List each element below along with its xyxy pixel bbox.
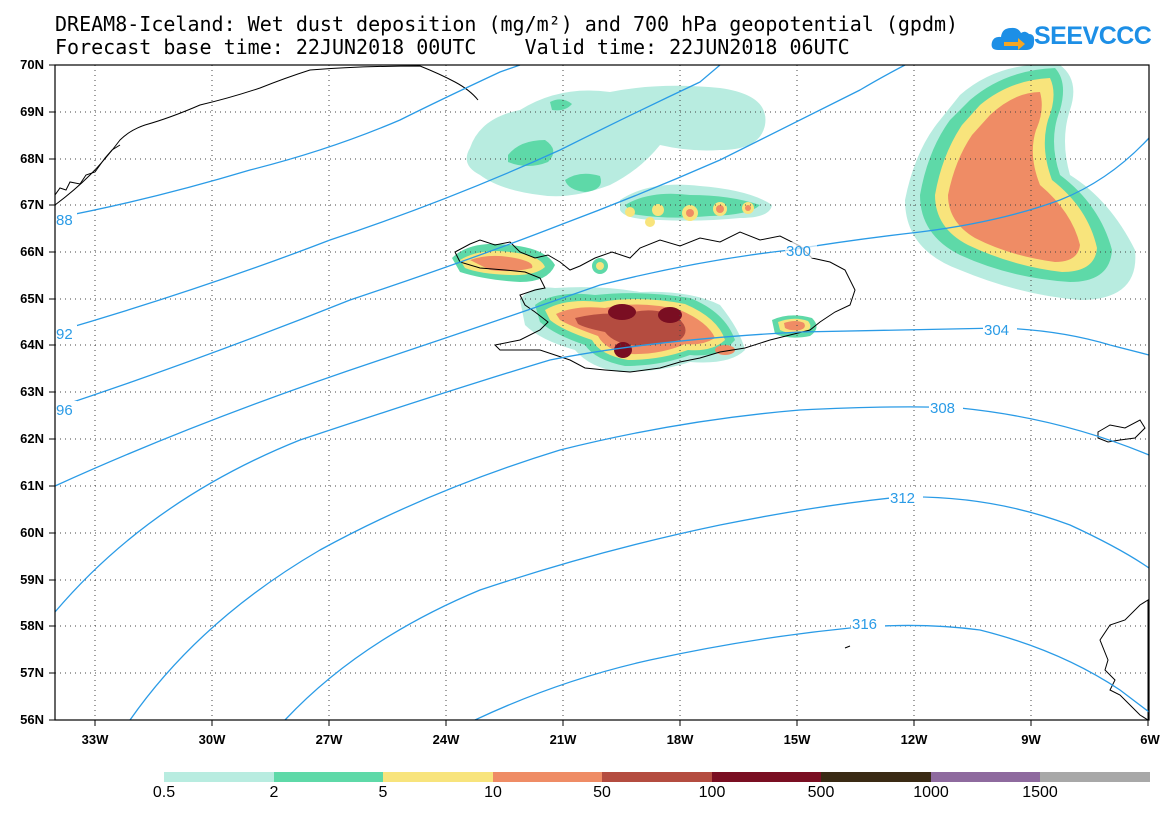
lat-label: 58N <box>20 618 44 633</box>
contour-label: 308 <box>930 400 955 417</box>
lat-label: 66N <box>20 244 44 259</box>
logo-text: SEEVCCC <box>1034 22 1152 50</box>
contour-label: 316 <box>852 616 877 633</box>
legend-label: 1000 <box>913 784 949 801</box>
legend-bin <box>602 772 712 782</box>
legend-label: 50 <box>593 784 611 801</box>
contour-label: 96 <box>56 402 73 419</box>
cloud-icon <box>991 27 1035 50</box>
lon-label: 21W <box>549 732 577 747</box>
lat-label: 69N <box>20 104 44 119</box>
legend-label: 2 <box>269 784 279 801</box>
dust-deposition-field <box>452 65 1136 372</box>
lat-label: 57N <box>20 665 44 680</box>
legend-bin <box>821 772 931 782</box>
lon-label: 24W <box>432 732 460 747</box>
legend-label: 5 <box>378 784 388 801</box>
contour-label: 92 <box>56 326 73 343</box>
lat-label: 61N <box>20 478 44 493</box>
legend-bin <box>931 772 1040 782</box>
contour-label: 312 <box>890 490 915 507</box>
lat-label: 65N <box>20 291 44 306</box>
legend-label: 10 <box>484 784 502 801</box>
lat-label: 63N <box>20 384 44 399</box>
lat-label: 62N <box>20 431 44 446</box>
lat-label: 60N <box>20 525 44 540</box>
axis-ticks <box>49 64 1149 726</box>
map-title-line2: Forecast base time: 22JUN2018 00UTC Vali… <box>55 35 850 59</box>
lat-label: 56N <box>20 712 44 727</box>
legend-bin <box>383 772 493 782</box>
lat-label: 64N <box>20 337 44 352</box>
lon-label: 33W <box>81 732 109 747</box>
legend-bin <box>493 772 602 782</box>
lat-label: 59N <box>20 572 44 587</box>
lat-label: 67N <box>20 197 44 212</box>
lon-label: 27W <box>315 732 343 747</box>
legend-bin <box>274 772 383 782</box>
lon-label: 18W <box>666 732 694 747</box>
legend-bin <box>1040 772 1150 782</box>
lat-label: 70N <box>20 57 44 72</box>
lat-label: 68N <box>20 151 44 166</box>
lon-label: 9W <box>1021 732 1041 747</box>
lon-label: 6W <box>1140 732 1160 747</box>
contour-label: 300 <box>786 243 811 260</box>
legend-label: 100 <box>698 784 726 801</box>
contour-label: 88 <box>56 212 73 229</box>
coastlines <box>55 65 1149 720</box>
legend-label: 1500 <box>1022 784 1058 801</box>
map-title-line1: DREAM8-Iceland: Wet dust deposition (mg/… <box>55 12 959 36</box>
legend-label: 0.5 <box>152 784 176 801</box>
legend-bin <box>712 772 821 782</box>
legend-label: 500 <box>807 784 835 801</box>
lon-label: 15W <box>783 732 811 747</box>
legend-bin <box>164 772 274 782</box>
graticule <box>55 65 1149 720</box>
lon-label: 12W <box>900 732 928 747</box>
lon-label: 30W <box>198 732 226 747</box>
contour-label: 304 <box>984 322 1009 339</box>
